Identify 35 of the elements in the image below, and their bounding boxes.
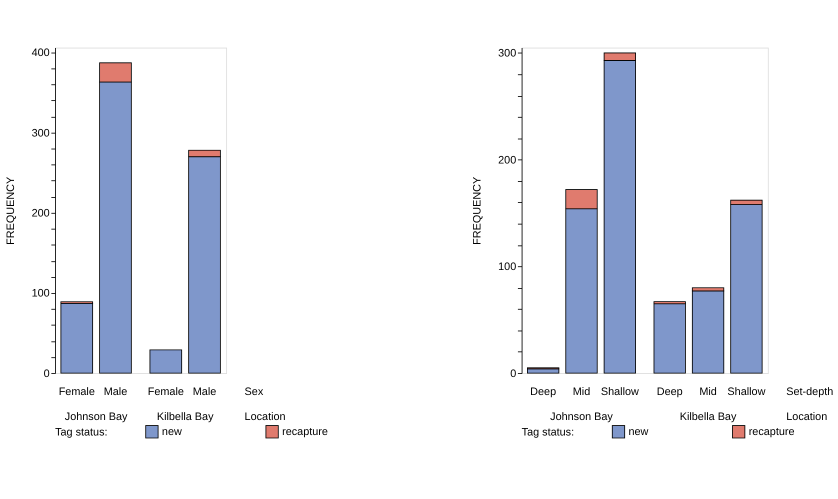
y-tick-label: 300 (498, 48, 516, 60)
legend-label: recapture (748, 426, 795, 438)
text: Kilbella Bay (156, 410, 214, 423)
legend-title: Tag status: (522, 426, 574, 439)
x-tick-label: Female (148, 386, 184, 398)
text: Set-depth (786, 386, 834, 398)
x-tick-label: Male (192, 386, 216, 398)
y-tick-label: 200 (498, 154, 516, 166)
x-tick-label: Shallow (600, 386, 639, 398)
text: Sex (244, 386, 264, 398)
legend-title: Tag status: (55, 426, 108, 439)
y-tick-label: 0 (510, 368, 516, 380)
x-tick-label: Mid (572, 386, 590, 398)
y-tick-label: 400 (32, 47, 50, 60)
text: Kilbella Bay (680, 410, 737, 423)
text: Johnson Bay (64, 410, 128, 423)
y-axis-title: FREQUENCY (5, 176, 18, 245)
x-tick-label: Deep (530, 386, 556, 398)
x-tick-label: Male (104, 386, 128, 398)
x-tick-label: Deep (656, 386, 683, 398)
legend-label: recapture (282, 426, 328, 438)
legend-label: new (162, 426, 182, 438)
y-tick-label: 0 (44, 368, 50, 380)
text: Johnson Bay (550, 410, 614, 423)
y-axis-title: FREQUENCY (472, 176, 484, 245)
y-tick-label: 100 (32, 288, 50, 300)
x-tick-label: Female (58, 386, 95, 398)
text: Location (244, 410, 286, 423)
y-tick-label: 200 (32, 208, 50, 220)
legend-label: new (628, 426, 649, 438)
y-tick-label: 300 (32, 127, 50, 140)
x-tick-label: Mid (699, 386, 717, 398)
y-tick-label: 100 (498, 261, 516, 274)
x-tick-label: Shallow (727, 386, 766, 398)
text: Location (786, 410, 828, 423)
